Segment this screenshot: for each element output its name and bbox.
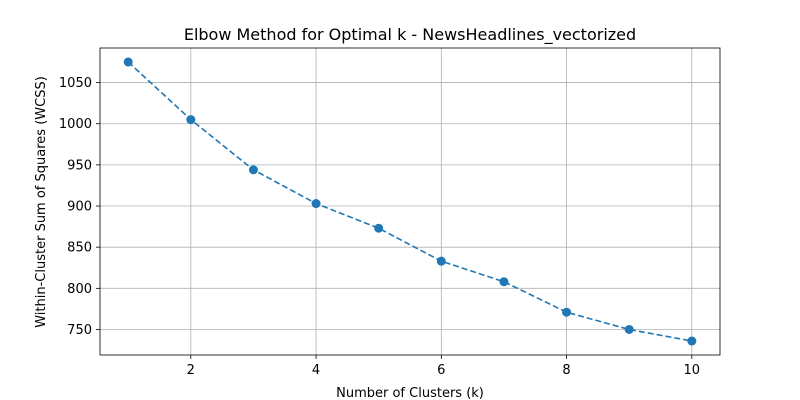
y-tick-label: 800 <box>67 282 92 297</box>
data-point <box>624 324 634 334</box>
data-series <box>123 57 697 346</box>
plot-area-frame <box>99 47 721 356</box>
x-tick-label: 8 <box>562 363 570 378</box>
grid-lines <box>100 48 720 355</box>
x-axis-label: Number of Clusters (k) <box>336 386 484 400</box>
y-tick-label: 900 <box>67 200 92 215</box>
data-point <box>436 256 446 266</box>
plot-frame <box>99 47 721 356</box>
axis-ticks: 2 4 6 8 10 750 800 850 900 950 1000 1050 <box>59 76 700 378</box>
data-point <box>687 336 697 346</box>
y-tick-label: 1000 <box>59 117 92 132</box>
data-point <box>374 223 384 233</box>
data-point <box>248 165 258 175</box>
data-point <box>123 57 133 67</box>
data-point <box>499 277 509 287</box>
series-line <box>127 61 692 342</box>
data-point <box>186 115 196 125</box>
x-tick-label: 10 <box>684 363 701 378</box>
chart-title: Elbow Method for Optimal k - NewsHeadlin… <box>184 25 636 45</box>
y-tick-label: 850 <box>67 241 92 256</box>
x-tick-label: 2 <box>187 363 195 378</box>
x-tick-label: 6 <box>437 363 445 378</box>
y-axis-label: Within-Cluster Sum of Squares (WCSS) <box>34 76 49 328</box>
y-tick-label: 1050 <box>59 76 92 91</box>
y-tick-label: 950 <box>67 158 92 173</box>
data-point <box>311 199 321 209</box>
data-point <box>562 307 572 317</box>
x-tick-label: 4 <box>312 363 320 378</box>
y-tick-label: 750 <box>67 323 92 338</box>
